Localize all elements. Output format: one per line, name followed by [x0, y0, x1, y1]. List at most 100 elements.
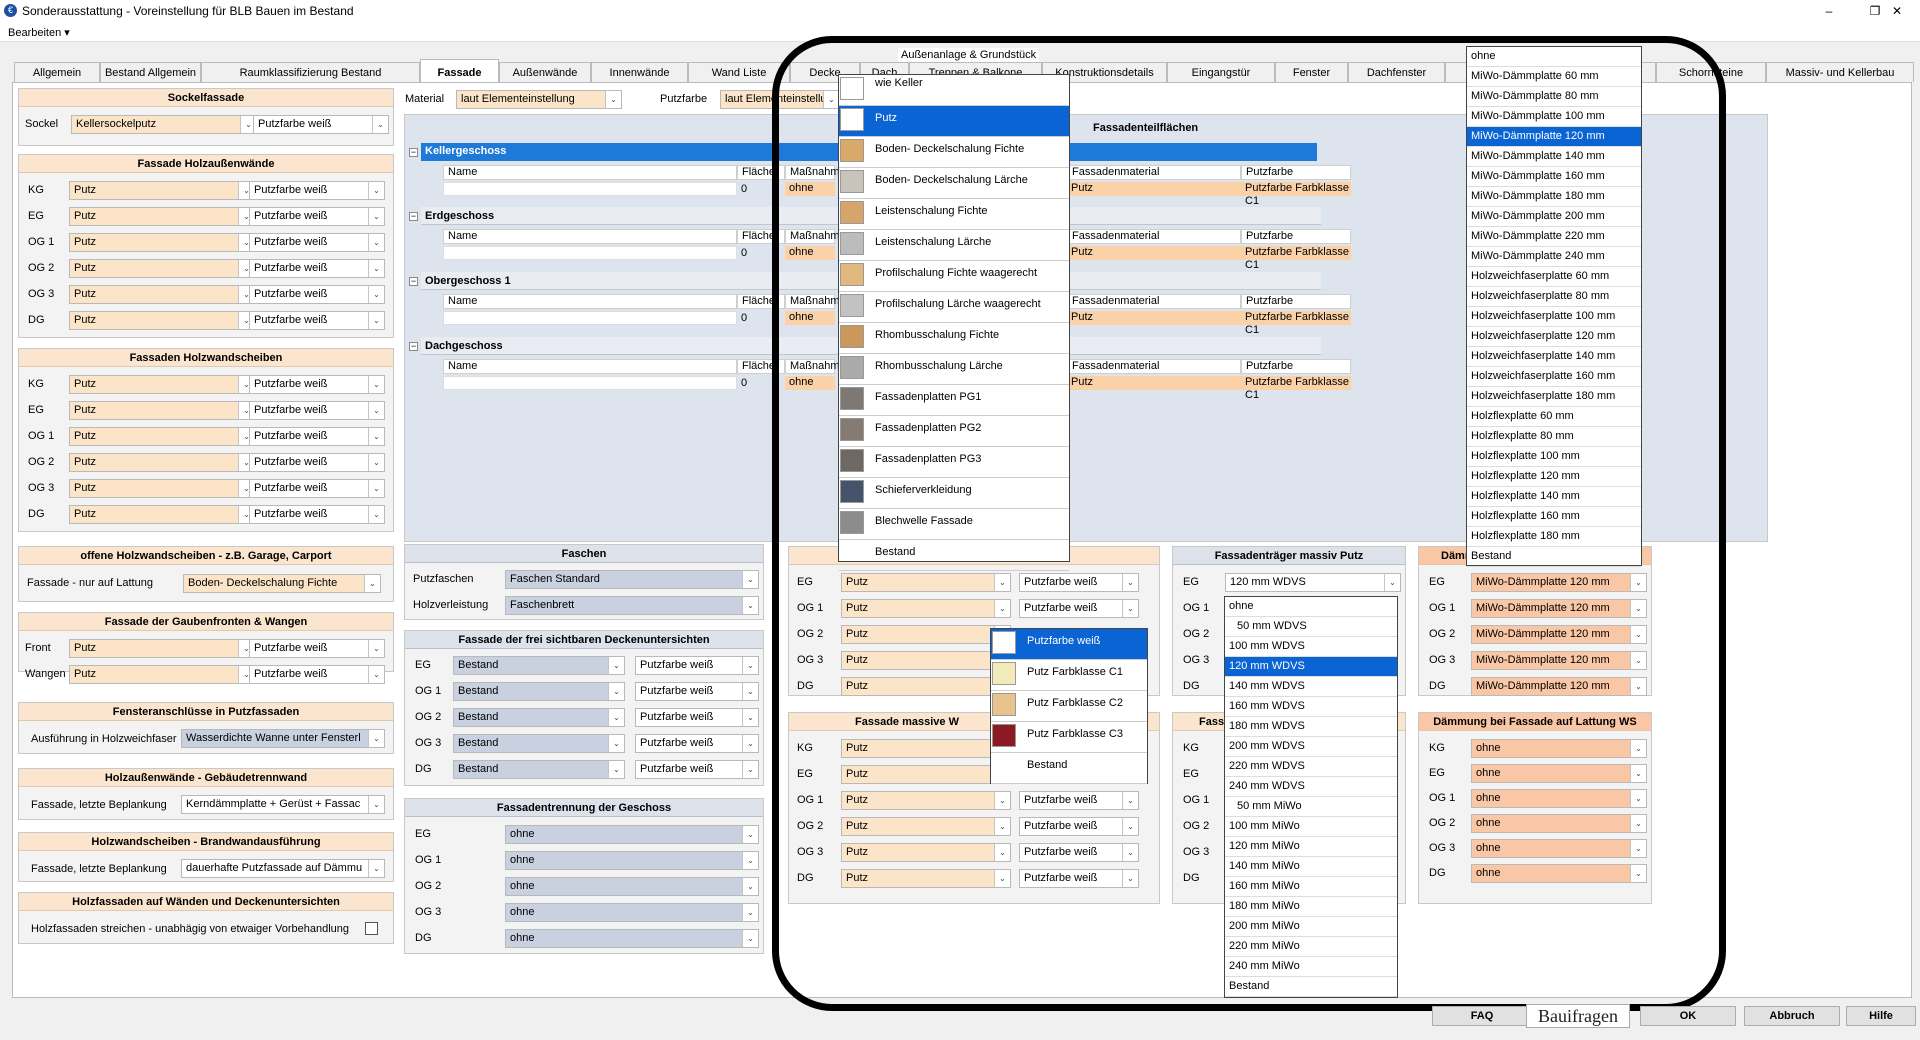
material-option[interactable]: Profilschalung Fichte waagerecht — [839, 261, 1069, 292]
holzscheiben-color-combo-chevron-down-icon[interactable]: ⌄ — [368, 428, 384, 445]
logo[interactable]: Bauifragen — [1526, 1004, 1630, 1028]
wdvs-option[interactable]: Bestand — [1225, 977, 1397, 997]
material-combo[interactable]: laut Elementeinstellung ⌄ — [456, 90, 622, 109]
lattung-combo[interactable]: ohne ⌄ — [1471, 814, 1647, 833]
daemm-option[interactable]: MiWo-Dämmplatte 240 mm — [1467, 247, 1641, 267]
collapse-icon[interactable]: − — [409, 276, 418, 286]
massiv-color-combo-chevron-down-icon[interactable]: ⌄ — [1122, 792, 1138, 809]
massiv-color-combo[interactable]: Putzfarbe weiß ⌄ — [1019, 817, 1139, 836]
material-option[interactable]: Leistenschalung Lärche — [839, 230, 1069, 261]
holzaussen-material-combo[interactable]: Putz ⌄ — [69, 311, 255, 330]
decken-material-combo-chevron-down-icon[interactable]: ⌄ — [608, 761, 624, 778]
trennung-combo[interactable]: ohne ⌄ — [505, 851, 759, 870]
lattung-combo-chevron-down-icon[interactable]: ⌄ — [1630, 765, 1646, 782]
fensteranschl-combo[interactable]: Wasserdichte Wanne unter Fensterl ⌄ — [181, 729, 385, 748]
row-measure[interactable]: ohne — [785, 311, 835, 325]
material-option[interactable]: Rhombusschalung Fichte — [839, 323, 1069, 354]
wdvs-dropdown[interactable]: ohne 50 mm WDVS 100 mm WDVS 120 mm WDVS 140 … — [1224, 596, 1398, 998]
decken-material-combo[interactable]: Bestand ⌄ — [453, 656, 625, 675]
collapse-icon[interactable]: − — [409, 211, 418, 221]
decken-color-combo[interactable]: Putzfarbe weiß ⌄ — [635, 708, 759, 727]
tab-aussenanlage[interactable]: Außenanlage & Grundstück — [898, 48, 1040, 62]
daemm-combo-chevron-down-icon[interactable]: ⌄ — [1630, 652, 1646, 669]
holzaussen-material-combo[interactable]: Putz ⌄ — [69, 233, 255, 252]
holzscheiben-color-combo-chevron-down-icon[interactable]: ⌄ — [368, 376, 384, 393]
holzaussen-color-combo[interactable]: Putzfarbe weiß ⌄ — [249, 233, 385, 252]
row-material[interactable]: Putz — [1067, 182, 1241, 196]
holzaussen-color-combo[interactable]: Putzfarbe weiß ⌄ — [249, 207, 385, 226]
holzscheiben-color-combo[interactable]: Putzfarbe weiß ⌄ — [249, 427, 385, 446]
massiv-color-combo[interactable]: Putzfarbe weiß ⌄ — [1019, 869, 1139, 888]
lattung-combo-chevron-down-icon[interactable]: ⌄ — [1630, 840, 1646, 857]
trennung-combo[interactable]: ohne ⌄ — [505, 929, 759, 948]
daemm-option[interactable]: Bestand — [1467, 547, 1641, 567]
gauben-material-combo[interactable]: Putz ⌄ — [69, 665, 255, 684]
lattung-combo[interactable]: ohne ⌄ — [1471, 839, 1647, 858]
daemm-option[interactable]: Holzweichfaserplatte 180 mm — [1467, 387, 1641, 407]
close-button[interactable]: ✕ — [1891, 4, 1903, 18]
holzscheiben-color-combo[interactable]: Putzfarbe weiß ⌄ — [249, 479, 385, 498]
sockel-material-combo[interactable]: Kellersockelputz ⌄ — [71, 115, 257, 134]
daemm-option[interactable]: Holzweichfaserplatte 160 mm — [1467, 367, 1641, 387]
wdvs-option[interactable]: 200 mm MiWo — [1225, 917, 1397, 937]
putz-option[interactable]: Putz Farbklasse C3 — [991, 722, 1147, 753]
decken-color-combo[interactable]: Putzfarbe weiß ⌄ — [635, 760, 759, 779]
lattung-combo[interactable]: ohne ⌄ — [1471, 789, 1647, 808]
sockel-material-combo-chevron-down-icon[interactable]: ⌄ — [240, 116, 256, 133]
trennung-combo-chevron-down-icon[interactable]: ⌄ — [742, 930, 758, 947]
massiv-material-combo-chevron-down-icon[interactable]: ⌄ — [994, 792, 1010, 809]
daemm-option[interactable]: Holzweichfaserplatte 80 mm — [1467, 287, 1641, 307]
lattung-combo[interactable]: ohne ⌄ — [1471, 864, 1647, 883]
decken-material-combo[interactable]: Bestand ⌄ — [453, 708, 625, 727]
daemm-option[interactable]: MiWo-Dämmplatte 200 mm — [1467, 207, 1641, 227]
minimize-button[interactable]: – — [1825, 4, 1833, 18]
mid-material-combo[interactable]: Putz ⌄ — [841, 599, 1011, 618]
massiv-material-combo[interactable]: Putz ⌄ — [841, 791, 1011, 810]
daemm-option[interactable]: MiWo-Dämmplatte 120 mm — [1467, 127, 1641, 147]
mid-material-combo-chevron-down-icon[interactable]: ⌄ — [994, 574, 1010, 591]
wdvs-option[interactable]: 220 mm MiWo — [1225, 937, 1397, 957]
putz-option[interactable]: Putz Farbklasse C2 — [991, 691, 1147, 722]
row-color[interactable]: Putzfarbe Farbklasse C1 — [1241, 246, 1351, 271]
wdvs-option[interactable]: 140 mm WDVS — [1225, 677, 1397, 697]
daemm-combo-chevron-down-icon[interactable]: ⌄ — [1630, 626, 1646, 643]
trennung-combo[interactable]: ohne ⌄ — [505, 877, 759, 896]
offen-combo[interactable]: Boden- Deckelschalung Fichte ⌄ — [183, 574, 381, 593]
material-option[interactable]: Leistenschalung Fichte — [839, 199, 1069, 230]
mid-material-combo[interactable]: Putz ⌄ — [841, 573, 1011, 592]
wdvs-option[interactable]: 100 mm WDVS — [1225, 637, 1397, 657]
daemm-combo[interactable]: MiWo-Dämmplatte 120 mm ⌄ — [1471, 651, 1647, 670]
row-color[interactable]: Putzfarbe Farbklasse C1 — [1241, 311, 1351, 336]
row-name-cell[interactable] — [443, 246, 737, 260]
row-name-cell[interactable] — [443, 182, 737, 196]
lattung-combo[interactable]: ohne ⌄ — [1471, 764, 1647, 783]
putzfarbe-combo[interactable]: laut Elementeinstellung ⌄ — [720, 90, 840, 109]
holzaussen-color-combo-chevron-down-icon[interactable]: ⌄ — [368, 182, 384, 199]
lattung-combo-chevron-down-icon[interactable]: ⌄ — [1630, 790, 1646, 807]
daemm-combo[interactable]: MiWo-Dämmplatte 120 mm ⌄ — [1471, 677, 1647, 696]
holzscheiben-color-combo[interactable]: Putzfarbe weiß ⌄ — [249, 505, 385, 524]
tab-3[interactable]: Fassade — [420, 59, 499, 83]
tab-5[interactable]: Innenwände — [591, 62, 688, 82]
gauben-color-combo-chevron-down-icon[interactable]: ⌄ — [368, 640, 384, 657]
daemm-combo[interactable]: MiWo-Dämmplatte 120 mm ⌄ — [1471, 625, 1647, 644]
daemm-combo-chevron-down-icon[interactable]: ⌄ — [1630, 678, 1646, 695]
material-option[interactable]: Fassadenplatten PG1 — [839, 385, 1069, 416]
massiv-material-combo[interactable]: Putz ⌄ — [841, 817, 1011, 836]
wdvs-option[interactable]: 160 mm MiWo — [1225, 877, 1397, 897]
daemm-combo[interactable]: MiWo-Dämmplatte 120 mm ⌄ — [1471, 599, 1647, 618]
tab-13[interactable]: Dachfenster — [1348, 62, 1445, 82]
daemm-option[interactable]: MiWo-Dämmplatte 220 mm — [1467, 227, 1641, 247]
streichen-checkbox[interactable] — [365, 922, 378, 935]
mid-color-combo-chevron-down-icon[interactable]: ⌄ — [1122, 600, 1138, 617]
massiv-material-combo[interactable]: Putz ⌄ — [841, 843, 1011, 862]
holzaussen-color-combo-chevron-down-icon[interactable]: ⌄ — [368, 286, 384, 303]
tab-10[interactable]: Konstruktionsdetails — [1042, 62, 1167, 82]
menu-bearbeiten[interactable]: Bearbeiten ▾ — [8, 27, 70, 39]
holzaussen-color-combo[interactable]: Putzfarbe weiß ⌄ — [249, 285, 385, 304]
daemm-option[interactable]: Holzflexplatte 60 mm — [1467, 407, 1641, 427]
decken-color-combo-chevron-down-icon[interactable]: ⌄ — [742, 709, 758, 726]
daemm-option[interactable]: Holzflexplatte 180 mm — [1467, 527, 1641, 547]
holzscheiben-material-combo[interactable]: Putz ⌄ — [69, 375, 255, 394]
daemm-option[interactable]: MiWo-Dämmplatte 100 mm — [1467, 107, 1641, 127]
